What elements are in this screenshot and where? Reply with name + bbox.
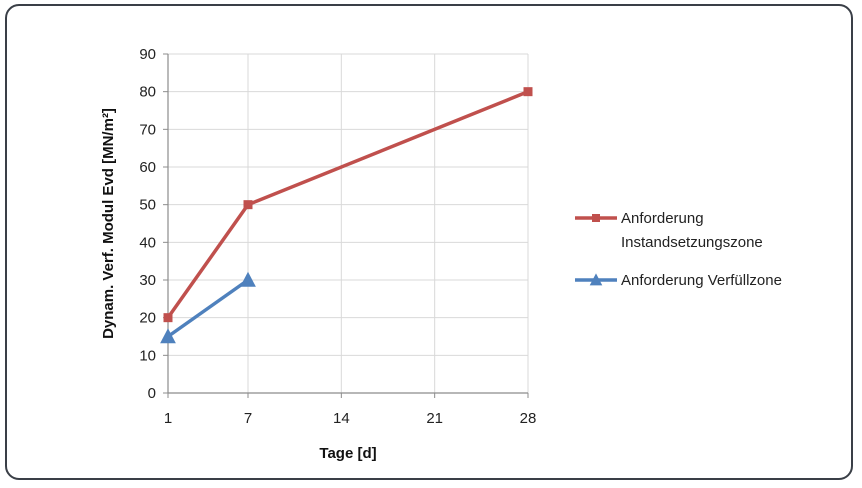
x-tick-labels: 1 7 14 21 28 (164, 410, 537, 427)
y-axis-title: Dynam. Verf. Modul Evd [MN/m²] (100, 108, 117, 339)
axes (163, 53, 529, 398)
y-tick-label: 0 (148, 385, 156, 402)
legend-label: Instandsetzungszone (621, 234, 763, 251)
x-axis-title: Tage [d] (319, 445, 376, 462)
series-line (166, 278, 250, 338)
legend-swatch-marker (589, 273, 603, 286)
x-tick-label: 1 (164, 410, 172, 427)
x-tick-label: 14 (333, 410, 350, 427)
x-tick-label: 7 (244, 410, 252, 427)
y-tick-label: 40 (139, 234, 156, 251)
series-2 (160, 271, 256, 344)
data-point (163, 313, 173, 323)
legend-entry-1: Anforderung Instandsetzungszone (575, 210, 763, 251)
x-tick-label: 28 (520, 410, 537, 427)
series-1 (163, 87, 533, 323)
legend-label: Anforderung (621, 210, 704, 227)
y-tick-label: 20 (139, 310, 156, 327)
y-tick-label: 80 (139, 84, 156, 101)
y-tick-label: 70 (139, 121, 156, 138)
data-point (243, 200, 253, 210)
data-point (160, 328, 176, 344)
gridlines (168, 53, 529, 393)
y-tick-label: 90 (139, 46, 156, 63)
y-tick-label: 60 (139, 159, 156, 176)
x-tick-label: 21 (426, 410, 443, 427)
legend-swatch-marker (592, 214, 600, 222)
data-point (240, 271, 256, 287)
y-tick-label: 10 (139, 347, 156, 364)
y-tick-label: 50 (139, 197, 156, 214)
legend-label: Anforderung Verfüllzone (621, 272, 782, 289)
data-series (160, 87, 533, 344)
legend-entry-2: Anforderung Verfüllzone (575, 272, 782, 289)
legend: AnforderungInstandsetzungszoneAnforderun… (575, 210, 782, 289)
y-tick-label: 30 (139, 272, 156, 289)
data-point (523, 87, 533, 97)
y-tick-labels: 0 10 20 30 40 50 60 70 80 90 (139, 46, 156, 402)
